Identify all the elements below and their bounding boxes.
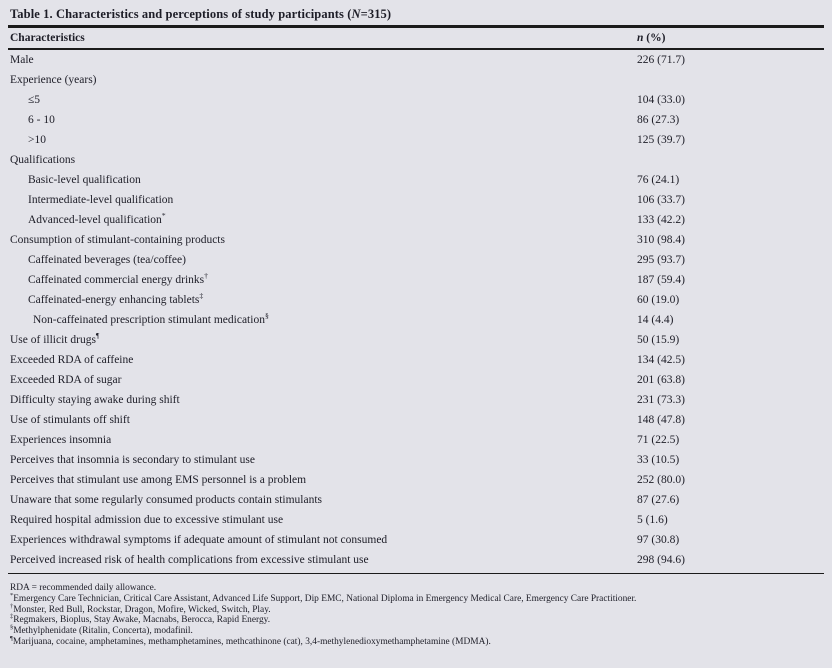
footnote-double-dagger: ‡Regmakers, Bioplus, Stay Awake, Macnabs… — [10, 613, 271, 626]
table-title-prefix: Table 1. Characteristics and perceptions… — [10, 7, 352, 21]
column-header-n-percent: n (%) — [637, 28, 665, 48]
table-row: >10 125 (39.7) — [28, 134, 685, 146]
table-row: ≤5 104 (33.0) — [28, 94, 685, 106]
table-row: Perceived increased risk of health compl… — [10, 554, 685, 566]
table-title-suffix: =315) — [360, 7, 392, 21]
footnote-rda: RDA = recommended daily allowance. — [10, 583, 157, 593]
header-percent: (%) — [643, 32, 666, 44]
study-participants-table: Table 1. Characteristics and perceptions… — [0, 0, 832, 648]
table-body: Male 226 (71.7) Experience (years) ≤5 104 … — [0, 50, 832, 570]
table-row: Perceives that stimulant use among EMS p… — [10, 474, 685, 486]
table-row: Use of illicit drugs¶ 50 (15.9) — [10, 331, 680, 346]
table-row: Perceives that insomnia is secondary to … — [10, 454, 680, 466]
footnote-dagger: †Monster, Red Bull, Rockstar, Dragon, Mo… — [10, 602, 271, 615]
table-row: Experiences withdrawal symptoms if adequ… — [10, 534, 680, 546]
table-row: Exceeded RDA of caffeine 134 (42.5) — [10, 354, 685, 366]
header-n-italic: n — [637, 32, 644, 44]
table-header-row: Characteristics n (%) — [0, 28, 832, 48]
footnotes: RDA = recommended daily allowance. *Emer… — [0, 574, 832, 648]
footnote-asterisk: *Emergency Care Technician, Critical Car… — [10, 591, 637, 604]
title-divider — [8, 25, 824, 28]
footnote-divider — [8, 573, 824, 574]
table-title-n-italic: N — [351, 7, 361, 21]
table-row: Non-caffeinated prescription stimulant m… — [33, 311, 674, 326]
table-row: Consumption of stimulant-containing prod… — [10, 234, 685, 246]
table-row: Qualifications — [10, 154, 76, 166]
table-row: Use of stimulants off shift 148 (47.8) — [10, 414, 685, 426]
table-row: Experience (years) — [10, 74, 97, 86]
header-divider — [8, 48, 824, 50]
table-row: Male 226 (71.7) — [10, 54, 685, 66]
table-row: Intermediate-level qualification 106 (33.… — [28, 194, 685, 206]
table-row: Advanced-level qualification* 133 (42.2) — [28, 211, 685, 226]
table-row: Experiences insomnia 71 (22.5) — [10, 434, 680, 446]
table-title: Table 1. Characteristics and perceptions… — [0, 0, 832, 25]
table-row: Required hospital admission due to exces… — [10, 514, 668, 526]
table-row: Difficulty staying awake during shift 231… — [10, 394, 685, 406]
footnote-section: §Methylphenidate (Ritalin, Concerta), mo… — [10, 624, 193, 637]
column-header-characteristics: Characteristics — [10, 32, 85, 44]
table-row: Caffeinated beverages (tea/coffee) 295 (9… — [28, 254, 685, 266]
table-row: Exceeded RDA of sugar 201 (63.8) — [10, 374, 685, 386]
table-row: Unaware that some regularly consumed pro… — [10, 494, 680, 506]
table-row: Caffeinated commercial energy drinks† 187… — [28, 271, 685, 286]
table-row: Caffeinated-energy enhancing tablets‡ 60 … — [28, 291, 680, 306]
table-row: 6 - 10 86 (27.3) — [28, 114, 680, 126]
footnote-pilcrow: ¶Marijuana, cocaine, amphetamines, metha… — [10, 634, 491, 647]
table-row: Basic-level qualification 76 (24.1) — [28, 174, 680, 186]
